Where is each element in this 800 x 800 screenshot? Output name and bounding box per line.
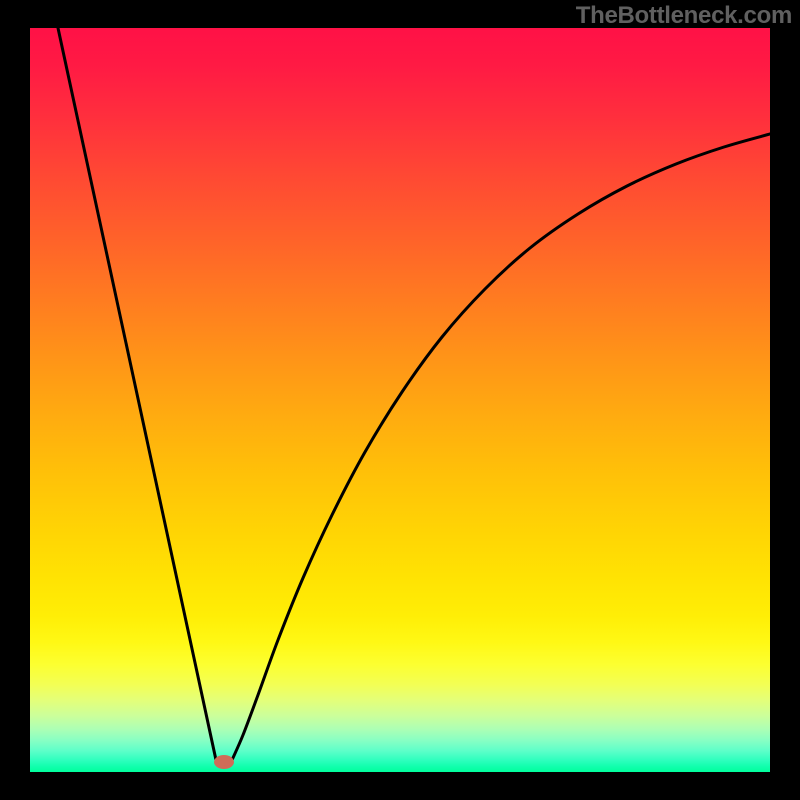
chart-canvas: TheBottleneck.com	[0, 0, 800, 800]
plot-area	[30, 28, 770, 772]
chart-svg	[0, 0, 800, 800]
minimum-marker	[214, 755, 234, 769]
watermark-text: TheBottleneck.com	[576, 2, 792, 30]
